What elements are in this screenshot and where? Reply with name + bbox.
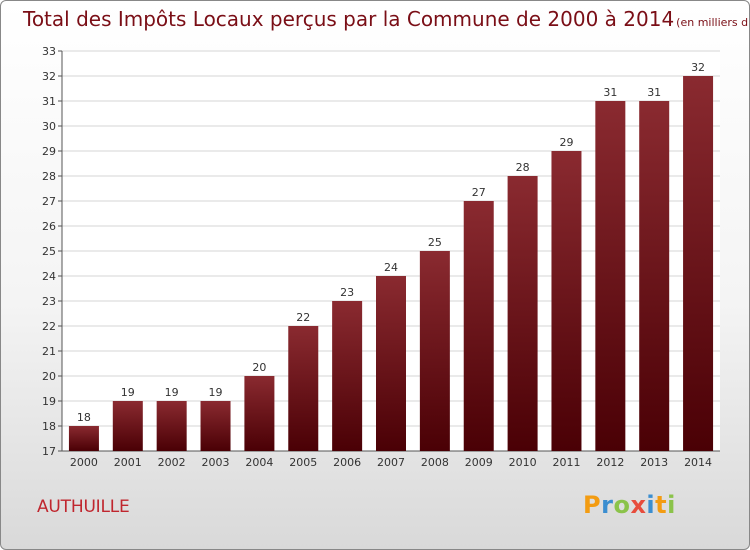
y-tick-label: 29 <box>42 145 56 158</box>
y-tick-label: 18 <box>42 420 56 433</box>
y-tick-label: 30 <box>42 120 56 133</box>
bar <box>376 276 406 451</box>
x-tick-label: 2004 <box>245 456 273 469</box>
logo-letter: t <box>655 491 668 519</box>
data-label: 32 <box>691 61 705 74</box>
y-tick-label: 19 <box>42 395 56 408</box>
y-tick-label: 23 <box>42 295 56 308</box>
x-tick-label: 2002 <box>158 456 186 469</box>
x-tick-label: 2007 <box>377 456 405 469</box>
x-tick-label: 2010 <box>509 456 537 469</box>
x-tick-label: 2008 <box>421 456 449 469</box>
chart-unit: (en milliers d'€) <box>676 16 749 29</box>
logo-letter: P <box>583 491 602 519</box>
data-label: 18 <box>77 411 91 424</box>
y-tick-label: 28 <box>42 170 56 183</box>
x-tick-label: 2006 <box>333 456 361 469</box>
data-label: 31 <box>603 86 617 99</box>
y-tick-label: 24 <box>42 270 56 283</box>
bar <box>112 401 143 451</box>
y-tick-label: 27 <box>42 195 56 208</box>
y-tick-label: 22 <box>42 320 56 333</box>
bar <box>419 251 450 451</box>
x-tick-label: 2001 <box>114 456 142 469</box>
bar <box>639 101 670 451</box>
data-label: 24 <box>384 261 398 274</box>
x-tick-label: 2011 <box>552 456 580 469</box>
y-tick-label: 31 <box>42 95 56 108</box>
bar <box>332 301 363 451</box>
logo-letter: o <box>613 491 631 519</box>
data-label: 27 <box>472 186 486 199</box>
x-tick-label: 2000 <box>70 456 98 469</box>
data-label: 25 <box>428 236 442 249</box>
logo-letter: x <box>630 491 647 519</box>
logo-letter: i <box>667 491 676 519</box>
logo-letter: r <box>601 491 614 519</box>
bar <box>551 151 582 451</box>
data-label: 19 <box>121 386 135 399</box>
data-label: 28 <box>516 161 530 174</box>
x-tick-label: 2003 <box>202 456 230 469</box>
y-tick-label: 20 <box>42 370 56 383</box>
y-tick-label: 26 <box>42 220 56 233</box>
y-tick-label: 25 <box>42 245 56 258</box>
logo-letter: i <box>646 491 656 519</box>
bar <box>156 401 187 451</box>
proxiti-logo[interactable]: Proxiti <box>583 491 676 519</box>
bar <box>68 426 99 451</box>
y-tick-label: 32 <box>42 70 56 83</box>
data-label: 23 <box>340 286 354 299</box>
data-label: 20 <box>252 361 266 374</box>
bar <box>200 401 231 451</box>
data-label: 29 <box>559 136 573 149</box>
data-label: 19 <box>165 386 179 399</box>
bar <box>507 176 538 451</box>
x-tick-label: 2005 <box>289 456 317 469</box>
data-label: 31 <box>647 86 661 99</box>
chart-title-text: Total des Impôts Locaux perçus par la Co… <box>23 7 675 31</box>
y-tick-label: 17 <box>42 445 56 458</box>
bar <box>683 76 714 451</box>
y-tick-label: 21 <box>42 345 56 358</box>
x-tick-label: 2009 <box>465 456 493 469</box>
bar <box>463 201 494 451</box>
x-tick-label: 2014 <box>684 456 712 469</box>
commune-name: AUTHUILLE <box>37 497 130 517</box>
bar <box>244 376 275 451</box>
data-label: 22 <box>296 311 310 324</box>
x-tick-label: 2012 <box>596 456 624 469</box>
bar <box>288 326 319 451</box>
chart-title: Total des Impôts Locaux perçus par la Co… <box>23 7 749 31</box>
data-label: 19 <box>209 386 223 399</box>
bar <box>595 101 626 451</box>
x-tick-label: 2013 <box>640 456 668 469</box>
y-tick-label: 33 <box>42 45 56 58</box>
